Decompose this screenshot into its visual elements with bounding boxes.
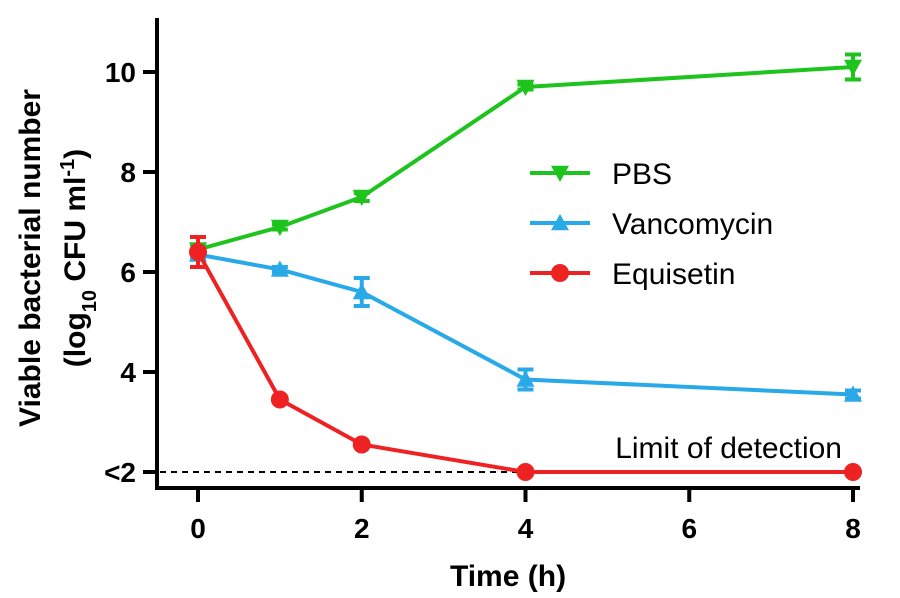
x-ticks: 0 2 4 6 8 [190,488,861,544]
data-point-equisetin [270,390,289,409]
data-point-vancomycin [352,283,371,300]
data-point-equisetin [352,435,371,454]
data-point-pbs [844,59,862,76]
series-vancomycin [189,245,862,402]
legend-label-pbs: PBS [612,158,672,191]
y-axis-units-mid: CFU ml [59,177,92,290]
legend-label-vancomycin: Vancomycin [612,208,773,241]
legend-marker-pbs [551,165,569,182]
data-point-equisetin [516,463,535,481]
y-axis-title: Viable bacterial number [14,89,47,427]
series-equisetin [189,235,862,481]
y-axis-units-prefix: (log [59,312,92,367]
y-tick-label: 8 [120,157,136,188]
x-tick-label: 6 [681,513,697,544]
legend-marker-vancomycin [551,214,569,231]
y-tick-label: 4 [120,357,136,388]
y-tick-label: 6 [120,257,136,288]
y-axis-title-line1: Viable bacterial number [14,89,47,427]
y-axis-units-subscript: 10 [79,290,101,312]
data-point-equisetin [844,463,862,481]
data-point-pbs [352,189,371,206]
data-point-vancomycin [516,370,535,387]
data-point-pbs [516,79,535,96]
x-tick-label: 4 [518,513,534,544]
y-tick-label: <2 [104,457,136,488]
y-axis-units-suffix: ) [59,149,92,159]
y-axis-title-line2: (log10 CFU ml-1) [57,149,101,367]
data-point-vancomycin [844,385,862,402]
limit-of-detection-label: Limit of detection [615,432,842,465]
data-point-equisetin [189,243,207,261]
y-tick-label: 10 [105,57,136,88]
data-point-pbs [270,219,289,236]
legend: PBS Vancomycin Equisetin [530,158,773,291]
x-tick-label: 0 [190,513,206,544]
x-tick-label: 2 [354,513,370,544]
data-point-vancomycin [270,260,289,277]
legend-label-equisetin: Equisetin [612,258,735,291]
legend-marker-equisetin [551,264,569,282]
y-ticks: <2 4 6 8 10 [104,57,157,488]
x-axis-title: Time (h) [450,560,566,593]
y-axis-units-superscript: -1 [57,159,79,177]
y-axis-title-units: (log10 CFU ml-1) [57,149,101,367]
x-tick-label: 8 [845,513,861,544]
series-layer [189,52,862,481]
